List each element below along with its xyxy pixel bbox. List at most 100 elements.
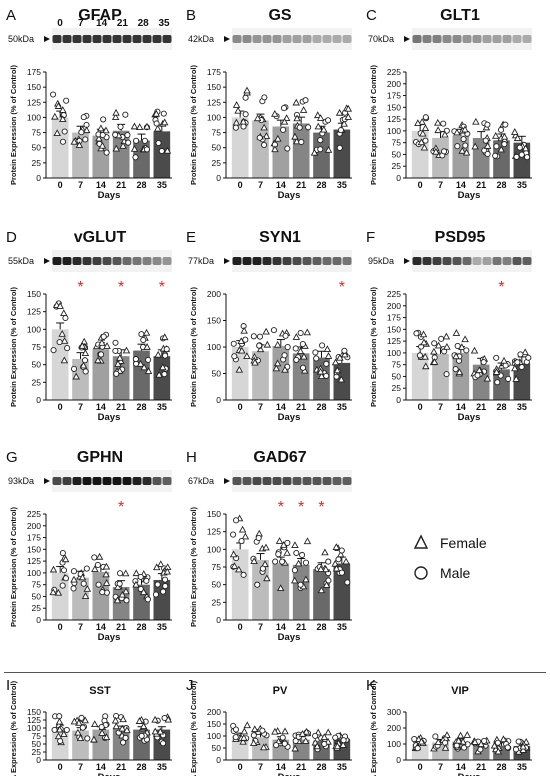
blot-band [92, 477, 102, 485]
y-axis-label: RNA Expression (% of Control) [189, 680, 198, 776]
blot-band [82, 35, 92, 43]
data-point-female [279, 541, 288, 548]
legend: Female Male [414, 528, 534, 592]
data-point-male [323, 372, 330, 379]
y-tick-label: 200 [387, 79, 401, 89]
blot-background [412, 250, 532, 272]
data-point-female [111, 716, 120, 724]
data-point-female [491, 131, 500, 139]
data-point-male [80, 580, 87, 587]
bar [313, 569, 330, 620]
y-tick-label: 100 [387, 739, 401, 749]
data-point-female [296, 347, 305, 355]
data-point-female [331, 559, 339, 567]
blot-band [452, 257, 462, 265]
data-point-male [123, 597, 130, 604]
blot-size-label: 67kDa [188, 476, 214, 486]
data-point-female [112, 108, 120, 116]
data-point-female [336, 550, 345, 558]
y-tick-label: 150 [387, 324, 401, 334]
data-point-female [303, 537, 312, 545]
data-point-female [234, 106, 242, 114]
data-point-male [230, 531, 237, 538]
data-point-male [59, 550, 66, 557]
blot-band [162, 477, 172, 485]
data-point-male [70, 365, 78, 372]
data-point-male [515, 738, 522, 745]
data-point-female [113, 596, 122, 604]
data-point-female [130, 145, 139, 152]
data-point-female [240, 733, 248, 741]
data-point-male [282, 332, 289, 339]
data-point-male [292, 737, 299, 745]
x-tick-label: 7 [258, 622, 263, 632]
y-tick-label: 225 [27, 509, 41, 519]
y-tick-label: 200 [27, 521, 41, 531]
blot-band [62, 257, 72, 265]
data-point-female [320, 125, 328, 133]
data-point-female [118, 590, 127, 598]
data-point-male [232, 124, 239, 131]
data-point-female [111, 113, 120, 121]
x-tick-label: 14 [456, 762, 466, 772]
data-point-female [76, 734, 85, 742]
blot-band [342, 477, 352, 485]
blot-size-label: 70kDa [368, 34, 394, 44]
data-point-male [493, 143, 500, 150]
x-tick-label: 21 [116, 622, 126, 632]
data-point-male [416, 352, 423, 359]
x-tick-label: 0 [238, 402, 243, 412]
y-tick-label: 150 [387, 102, 401, 112]
data-point-male [242, 94, 249, 101]
data-point-male [501, 141, 508, 148]
y-tick-label: 125 [27, 556, 41, 566]
data-point-male [414, 745, 421, 752]
chart-title: PV [273, 685, 288, 697]
data-point-female [90, 720, 99, 728]
data-point-female [414, 119, 422, 126]
y-axis-label: Protein Expression (% of Control) [189, 64, 198, 185]
y-axis-label: Protein Expression (% of Control) [9, 64, 18, 185]
y-tick-label: 0 [396, 395, 401, 405]
data-point-female [419, 129, 427, 137]
bar [51, 117, 69, 178]
y-tick-label: 0 [396, 755, 401, 765]
data-point-male [493, 354, 500, 361]
blot-band [132, 257, 142, 265]
triangle-icon [414, 534, 429, 549]
data-point-male [240, 123, 247, 130]
data-point-female [132, 580, 140, 588]
panel-letter: H [186, 449, 197, 466]
blot-band [92, 257, 102, 265]
data-point-female [118, 724, 127, 732]
blot-band [312, 257, 322, 265]
data-point-male [78, 714, 85, 721]
data-point-male [242, 111, 249, 118]
chart-title: GPHN [77, 449, 123, 466]
y-axis-label: Protein Expression (% of Control) [369, 64, 378, 185]
data-point-female [112, 722, 121, 730]
data-point-female [316, 114, 325, 121]
data-point-male [80, 114, 87, 121]
blot-background [52, 28, 172, 50]
y-tick-label: 75 [32, 342, 42, 352]
data-point-female [512, 375, 520, 382]
significance-star: * [498, 279, 504, 296]
data-point-female [280, 117, 289, 125]
blot-band [72, 35, 82, 43]
bar [452, 352, 470, 400]
data-point-female [521, 348, 529, 356]
data-point-female [163, 146, 172, 154]
y-tick-label: 0 [36, 395, 41, 405]
bar [493, 140, 510, 178]
data-point-male [116, 580, 123, 587]
blot-band [102, 477, 112, 485]
x-tick-label: 0 [58, 762, 63, 772]
blot-band [272, 257, 282, 265]
data-point-female [293, 114, 301, 122]
y-tick-label: 200 [387, 301, 401, 311]
blot-band [242, 257, 252, 265]
data-point-male [524, 154, 531, 161]
